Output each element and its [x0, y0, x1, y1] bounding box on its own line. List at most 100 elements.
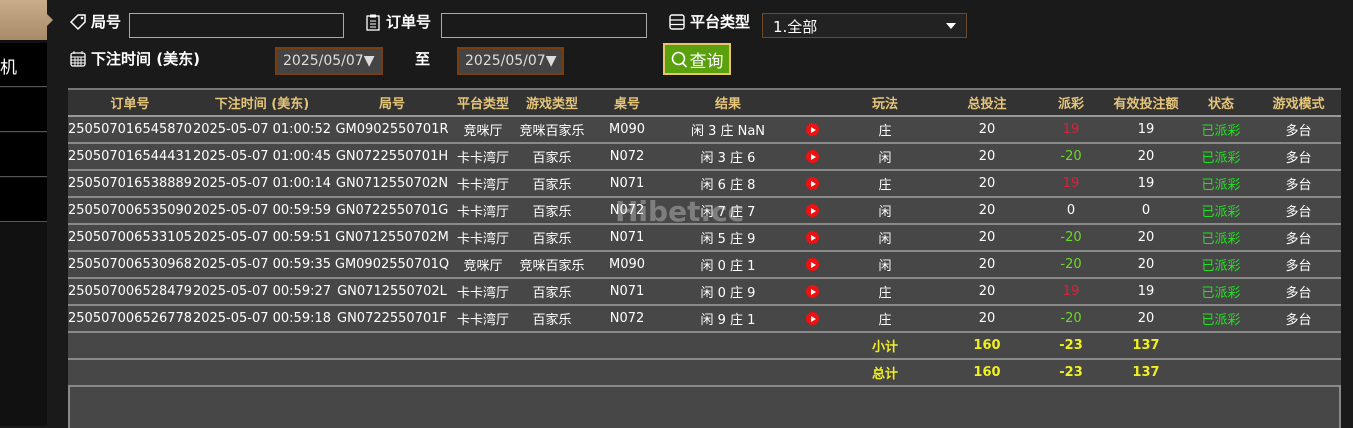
tag-icon: [69, 13, 86, 30]
platform-type-cell: 竞咪厅: [452, 116, 514, 144]
total-row: 总计 160 -23 137: [68, 359, 1341, 387]
video-cell[interactable]: [792, 170, 832, 198]
play-video-icon[interactable]: [805, 258, 819, 271]
platform-type-cell: 卡卡湾厅: [452, 305, 514, 333]
table-id-cell: M090: [590, 116, 664, 144]
subtotal-label: 小计: [832, 332, 938, 360]
empty-cell: [68, 332, 832, 360]
valid-bet-cell: 20: [1106, 251, 1186, 279]
play-video-icon[interactable]: [805, 123, 819, 136]
table-row[interactable]: 250507006526778 2025-05-07 00:59:18 GN0722…: [68, 305, 1341, 333]
round-id-cell: GN0712550702M: [332, 224, 452, 252]
total-payout: -23: [1036, 359, 1106, 387]
bet-time-cell: 2025-05-07 00:59:35: [192, 251, 332, 279]
valid-bet-cell: 0: [1106, 197, 1186, 225]
table-row[interactable]: 250507016538889 2025-05-07 01:00:14 GN0712…: [68, 170, 1341, 198]
bet-time-cell: 2025-05-07 00:59:27: [192, 278, 332, 306]
sidebar-item[interactable]: 机: [0, 43, 47, 87]
result-cell: 闲 9 庄 1: [664, 305, 792, 333]
column-header: 平台类型: [452, 88, 514, 117]
table-id-cell: N071: [590, 278, 664, 306]
play-video-icon[interactable]: [805, 231, 819, 244]
video-cell[interactable]: [792, 143, 832, 171]
round-id-cell: GN0722550701G: [332, 197, 452, 225]
table-row[interactable]: 250507006530968 2025-05-07 00:59:35 GM0902…: [68, 251, 1341, 279]
column-header: [792, 88, 832, 117]
bet-time-label: 下注时间 (美东): [69, 48, 200, 69]
game-mode-cell: 多台: [1256, 116, 1341, 144]
column-header: 结果: [664, 88, 792, 117]
bet-time-cell: 2025-05-07 01:00:14: [192, 170, 332, 198]
payout-cell: 19: [1036, 170, 1106, 198]
play-video-icon[interactable]: [805, 312, 819, 325]
column-header: 游戏模式: [1256, 88, 1341, 117]
table-row[interactable]: 250507016544431 2025-05-07 01:00:45 GN0722…: [68, 143, 1341, 171]
total-bet-cell: 20: [938, 116, 1036, 144]
status-cell: 已派彩: [1186, 116, 1256, 144]
status-cell: 已派彩: [1186, 143, 1256, 171]
date-from-picker[interactable]: 2025/05/07▼: [275, 47, 383, 75]
total-bet-cell: 20: [938, 224, 1036, 252]
query-button-label: 查询: [689, 51, 724, 72]
table-row[interactable]: 250507006528479 2025-05-07 00:59:27 GN0712…: [68, 278, 1341, 306]
query-button[interactable]: 查询: [663, 43, 731, 75]
game-type-cell: 百家乐: [514, 170, 590, 198]
round-input[interactable]: [129, 13, 344, 38]
valid-bet-cell: 19: [1106, 278, 1186, 306]
search-icon: [671, 51, 687, 68]
platform-label-text: 平台类型: [690, 13, 751, 31]
total-label: 总计: [832, 359, 938, 387]
table-id-cell: N072: [590, 305, 664, 333]
order-id-cell: 250507006530968: [68, 251, 192, 279]
table-row[interactable]: 250507006533105 2025-05-07 00:59:51 GN0712…: [68, 224, 1341, 252]
play-video-icon[interactable]: [805, 285, 819, 298]
play-video-icon[interactable]: [805, 204, 819, 217]
table-row[interactable]: 250507006535090 2025-05-07 00:59:59 GN0722…: [68, 197, 1341, 225]
sidebar-item[interactable]: [0, 88, 47, 132]
status-cell: 已派彩: [1186, 251, 1256, 279]
video-cell[interactable]: [792, 224, 832, 252]
payout-cell: -20: [1036, 305, 1106, 333]
game-mode-cell: 多台: [1256, 251, 1341, 279]
sidebar-active-tab[interactable]: [0, 0, 53, 40]
date-to-picker[interactable]: 2025/05/07▼: [457, 47, 564, 75]
status-cell: 已派彩: [1186, 197, 1256, 225]
table-row[interactable]: 250507016545870 2025-05-07 01:00:52 GM0902…: [68, 116, 1341, 144]
video-cell[interactable]: [792, 251, 832, 279]
play-video-icon[interactable]: [805, 150, 819, 163]
payout-cell: -20: [1036, 143, 1106, 171]
bet-time-cell: 2025-05-07 00:59:51: [192, 224, 332, 252]
sidebar-item-label: 机: [0, 58, 17, 78]
result-cell: 闲 0 庄 9: [664, 278, 792, 306]
platform-select[interactable]: 1.全部: [762, 13, 967, 38]
play-video-icon[interactable]: [805, 177, 819, 190]
video-cell[interactable]: [792, 278, 832, 306]
valid-bet-cell: 20: [1106, 305, 1186, 333]
total-bet-cell: 20: [938, 278, 1036, 306]
order-input[interactable]: [441, 13, 647, 38]
table-id-cell: N071: [590, 170, 664, 198]
round-id-cell: GM0902550701Q: [332, 251, 452, 279]
chevron-down-icon: [946, 23, 956, 29]
video-cell[interactable]: [792, 197, 832, 225]
round-label-text: 局号: [91, 13, 122, 31]
platform-select-value: 1.全部: [773, 18, 818, 36]
payout-cell: -20: [1036, 224, 1106, 252]
sidebar-item[interactable]: [0, 133, 47, 177]
game-mode-cell: 多台: [1256, 224, 1341, 252]
round-id-cell: GN0712550702L: [332, 278, 452, 306]
video-cell[interactable]: [792, 305, 832, 333]
bet-time-cell: 2025-05-07 00:59:59: [192, 197, 332, 225]
game-type-cell: 百家乐: [514, 278, 590, 306]
valid-bet-cell: 19: [1106, 116, 1186, 144]
bet-type-cell: 闲: [832, 224, 938, 252]
sidebar-item[interactable]: [0, 178, 47, 222]
game-type-cell: 竞咪百家乐: [514, 116, 590, 144]
round-id-cell: GN0722550701H: [332, 143, 452, 171]
bet-type-cell: 庄: [832, 305, 938, 333]
order-id-cell: 250507016545870: [68, 116, 192, 144]
column-header: 有效投注额: [1106, 88, 1186, 117]
platform-type-cell: 卡卡湾厅: [452, 143, 514, 171]
subtotal-valid-bet: 137: [1106, 332, 1186, 360]
video-cell[interactable]: [792, 116, 832, 144]
